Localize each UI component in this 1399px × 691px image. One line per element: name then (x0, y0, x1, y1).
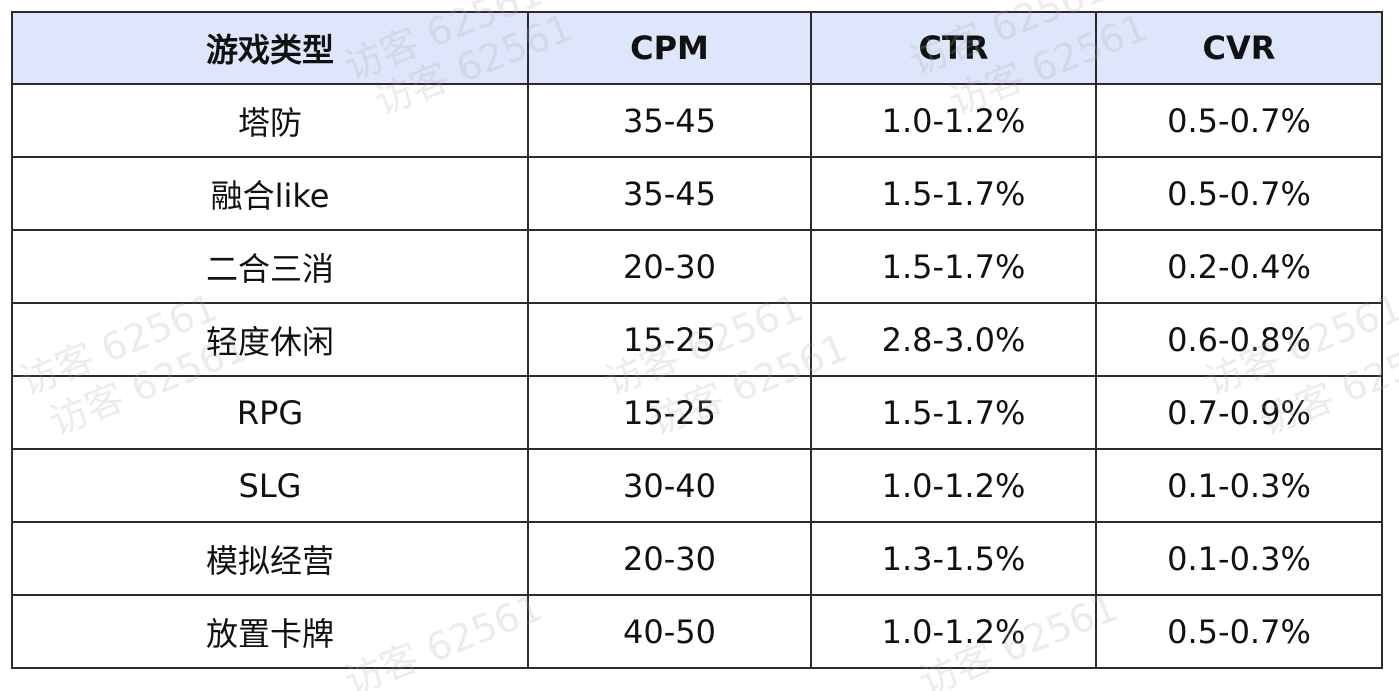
cell-game-type: 放置卡牌 (11, 594, 529, 669)
table-row: 二合三消 20-30 1.5-1.7% 0.2-0.4% (11, 229, 1383, 304)
cell-cvr: 0.2-0.4% (1095, 229, 1383, 304)
cell-cpm: 40-50 (527, 594, 812, 669)
cell-cvr: 0.6-0.8% (1095, 302, 1383, 377)
cell-cpm: 35-45 (527, 156, 812, 231)
cell-cvr: 0.5-0.7% (1095, 83, 1383, 158)
cell-game-type: SLG (11, 448, 529, 523)
cell-game-type: 二合三消 (11, 229, 529, 304)
cell-cpm: 15-25 (527, 302, 812, 377)
cell-ctr: 1.3-1.5% (810, 521, 1097, 596)
table-header-row: 游戏类型 CPM CTR CVR (11, 11, 1383, 85)
table-row: 模拟经营 20-30 1.3-1.5% 0.1-0.3% (11, 521, 1383, 596)
cell-ctr: 2.8-3.0% (810, 302, 1097, 377)
cell-game-type: 轻度休闲 (11, 302, 529, 377)
cell-ctr: 1.0-1.2% (810, 83, 1097, 158)
cell-ctr: 1.5-1.7% (810, 229, 1097, 304)
table-row: 放置卡牌 40-50 1.0-1.2% 0.5-0.7% (11, 594, 1383, 669)
cell-cpm: 35-45 (527, 83, 812, 158)
cell-ctr: 1.0-1.2% (810, 448, 1097, 523)
cell-cpm: 15-25 (527, 375, 812, 450)
cell-game-type: 融合like (11, 156, 529, 231)
table-row: 轻度休闲 15-25 2.8-3.0% 0.6-0.8% (11, 302, 1383, 377)
cell-cvr: 0.5-0.7% (1095, 156, 1383, 231)
table-row: 塔防 35-45 1.0-1.2% 0.5-0.7% (11, 83, 1383, 158)
data-table-container: 游戏类型 CPM CTR CVR 塔防 35-45 1.0-1.2% 0.5-0… (11, 11, 1383, 669)
table-row: SLG 30-40 1.0-1.2% 0.1-0.3% (11, 448, 1383, 523)
table-row: RPG 15-25 1.5-1.7% 0.7-0.9% (11, 375, 1383, 450)
cell-cpm: 20-30 (527, 229, 812, 304)
game-metrics-table: 游戏类型 CPM CTR CVR 塔防 35-45 1.0-1.2% 0.5-0… (11, 11, 1383, 669)
cell-game-type: 模拟经营 (11, 521, 529, 596)
cell-cpm: 30-40 (527, 448, 812, 523)
header-ctr: CTR (810, 11, 1097, 85)
cell-cvr: 0.7-0.9% (1095, 375, 1383, 450)
header-cvr: CVR (1095, 11, 1383, 85)
cell-ctr: 1.0-1.2% (810, 594, 1097, 669)
cell-ctr: 1.5-1.7% (810, 375, 1097, 450)
cell-game-type: RPG (11, 375, 529, 450)
cell-cvr: 0.5-0.7% (1095, 594, 1383, 669)
table-row: 融合like 35-45 1.5-1.7% 0.5-0.7% (11, 156, 1383, 231)
header-cpm: CPM (527, 11, 812, 85)
header-game-type: 游戏类型 (11, 11, 529, 85)
cell-cpm: 20-30 (527, 521, 812, 596)
cell-cvr: 0.1-0.3% (1095, 521, 1383, 596)
cell-cvr: 0.1-0.3% (1095, 448, 1383, 523)
cell-game-type: 塔防 (11, 83, 529, 158)
cell-ctr: 1.5-1.7% (810, 156, 1097, 231)
